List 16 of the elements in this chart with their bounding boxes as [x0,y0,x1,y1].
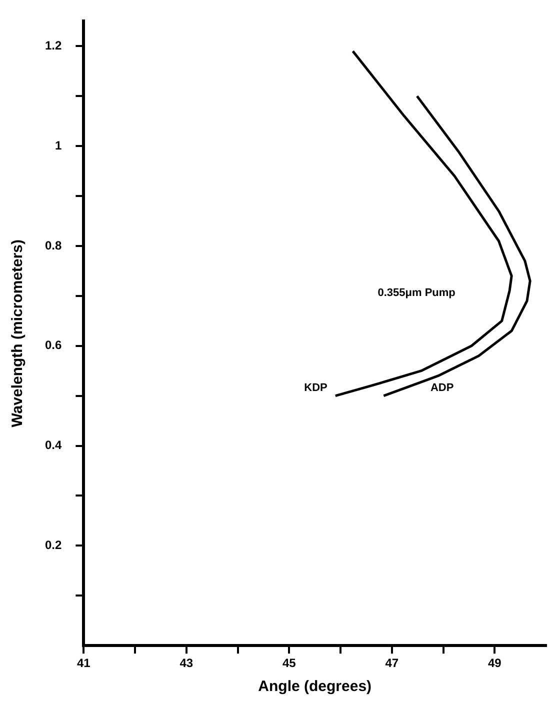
y-tick-label: 0.2 [44,538,62,552]
y-tick-label: 1 [54,138,62,152]
x-tick-label: 43 [180,656,194,670]
x-axis-title: Angle (degrees) [258,678,372,696]
x-tick-label: 45 [282,656,296,670]
x-tick-label: 47 [385,656,399,670]
y-tick-label: 1.2 [44,38,62,52]
x-tick-label: 41 [77,656,91,670]
x-tick-label: 49 [488,656,502,670]
y-tick-label: 0.6 [44,338,62,352]
series-label: KDP [304,382,328,394]
y-axis-title: Wavelength (micrometers) [9,239,26,428]
annotation: 0.355μm Pump [378,286,456,299]
y-tick-label: 0.4 [44,438,62,452]
series-label: ADP [430,382,454,394]
y-tick-label: 0.8 [44,238,62,252]
